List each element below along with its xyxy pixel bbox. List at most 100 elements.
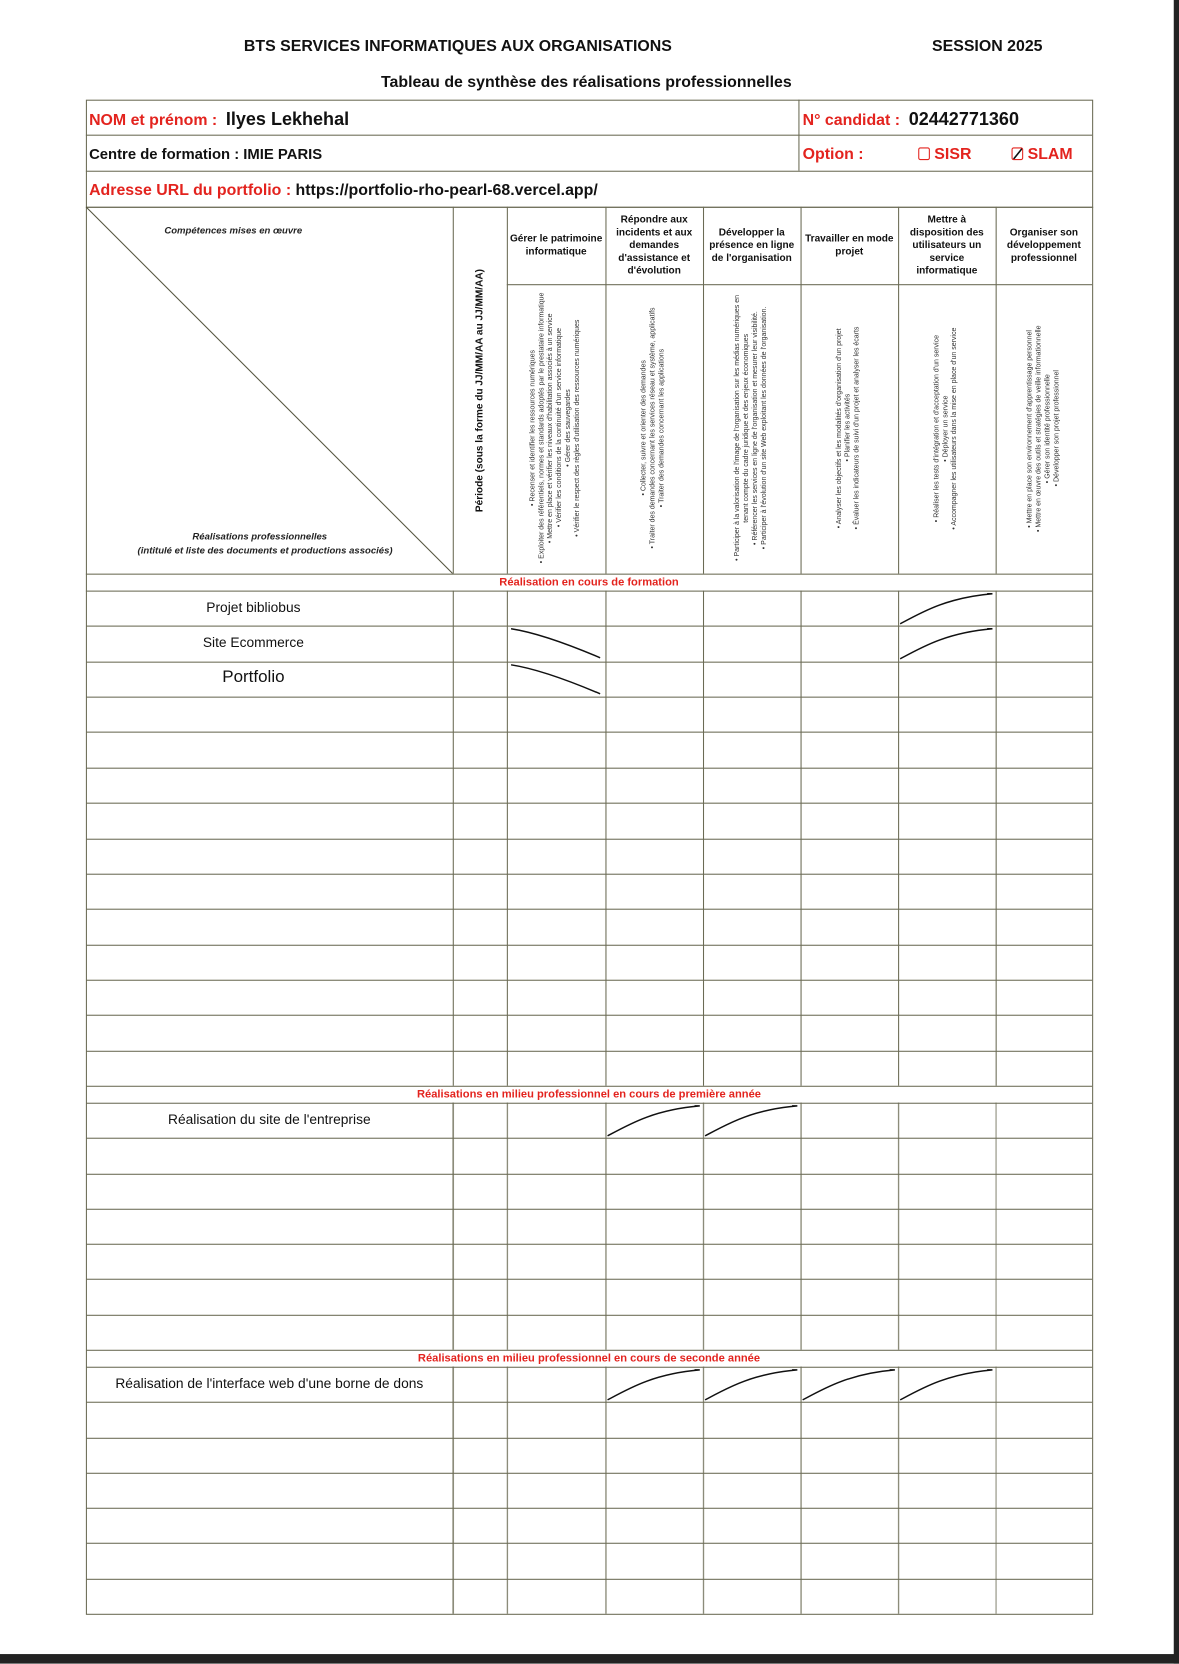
- row-divider: [85, 838, 1093, 840]
- table-row[interactable]: [86, 1402, 1092, 1437]
- column-divider: [702, 1102, 705, 1350]
- check-mark[interactable]: [703, 1367, 801, 1402]
- table-row[interactable]: [86, 1173, 1092, 1208]
- diag-top-label: Compétences mises en œuvre: [164, 224, 303, 236]
- row-title[interactable]: Réalisation du site de l'entreprise: [168, 1111, 371, 1128]
- candidate-number-field: N° candidat : 02442771360: [803, 109, 1019, 130]
- row-divider: [85, 1279, 1093, 1281]
- competence-description: • Réaliser les tests d'intégration et d'…: [898, 286, 996, 570]
- row-title[interactable]: Projet bibliobus: [206, 599, 301, 615]
- table-row[interactable]: [86, 1279, 1092, 1314]
- check-mark[interactable]: [605, 1103, 703, 1138]
- competence-items: • Mettre en place son environnement d'ap…: [1026, 325, 1062, 531]
- row-divider: [85, 1402, 1093, 1404]
- table-row[interactable]: [86, 1314, 1092, 1349]
- competence-item: • Évaluer les indicateurs de suivi d'un …: [853, 326, 862, 530]
- competence-description: • Recenser et identifier les ressources …: [507, 286, 606, 570]
- check-mark[interactable]: [898, 591, 996, 626]
- table-row[interactable]: [86, 1543, 1092, 1578]
- check-mark[interactable]: [507, 661, 606, 696]
- table-row[interactable]: [86, 1578, 1092, 1613]
- competence-item: • Développer son projet professionnel: [1052, 370, 1061, 487]
- column-divider: [605, 1102, 607, 1350]
- check-mark[interactable]: [1092, 591, 1179, 626]
- column-divider: [452, 1366, 454, 1614]
- scan-edge: [0, 1654, 1179, 1664]
- row-title[interactable]: Réalisation de l'interface web d'une bor…: [115, 1375, 424, 1392]
- check-stroke: [704, 1105, 798, 1137]
- competence-description: • Mettre en place son environnement d'ap…: [996, 286, 1092, 570]
- table-row[interactable]: [86, 1050, 1092, 1085]
- table-row[interactable]: [86, 1508, 1092, 1543]
- check-stroke: [607, 1105, 700, 1137]
- section-label: Réalisation en cours de formation: [499, 575, 679, 589]
- check-mark[interactable]: [703, 1103, 801, 1138]
- table-row[interactable]: [86, 1437, 1092, 1472]
- row-divider: [85, 1050, 1093, 1052]
- row-divider: [85, 1472, 1093, 1474]
- column-divider: [995, 1102, 997, 1350]
- option-label: Option :: [802, 145, 864, 164]
- table-row[interactable]: [86, 874, 1092, 909]
- table-row[interactable]: [86, 838, 1092, 873]
- competence-item: • Accompagner les utilisateurs dans la m…: [951, 327, 959, 530]
- number-label: N° candidat :: [802, 111, 901, 130]
- table-row[interactable]: [86, 1015, 1092, 1050]
- url-value[interactable]: https://portfolio-rho-pearl-68.vercel.ap…: [295, 181, 598, 200]
- row-divider: [85, 767, 1093, 769]
- competence-item: • Référencer les services en ligne de l'…: [751, 311, 760, 546]
- table-row[interactable]: [86, 803, 1092, 838]
- table-row[interactable]: [86, 697, 1092, 732]
- section-divider: [85, 1102, 1093, 1104]
- check-mark[interactable]: [898, 1367, 996, 1402]
- row-divider: [85, 944, 1093, 946]
- row-divider: [85, 979, 1093, 981]
- document-subtitle: Tableau de synthèse des réalisations pro…: [380, 73, 792, 92]
- column-divider: [506, 1366, 508, 1614]
- row-title[interactable]: Site Ecommerce: [202, 634, 304, 651]
- table-row[interactable]: [86, 1244, 1092, 1279]
- section-divider: [85, 573, 1093, 575]
- table-border: [85, 206, 1094, 1615]
- column-divider: [452, 1102, 454, 1350]
- table-row[interactable]: [86, 909, 1092, 944]
- row-title[interactable]: Portfolio: [222, 667, 285, 686]
- check-stroke: [510, 663, 601, 695]
- portfolio-url-field: Adresse URL du portfolio : https://portf…: [89, 181, 598, 199]
- option-sisr[interactable]: SISR: [918, 145, 971, 163]
- table-row[interactable]: [86, 980, 1092, 1015]
- check-stroke: [607, 1369, 700, 1401]
- table-row[interactable]: [86, 1138, 1092, 1173]
- competence-item: • Gérer des sauvegardes: [565, 389, 573, 468]
- row-divider: [85, 732, 1093, 734]
- check-mark[interactable]: [507, 626, 606, 661]
- competence-header: Mettre à disposition des utilisateurs un…: [909, 214, 984, 277]
- table-row[interactable]: [86, 767, 1092, 802]
- table-row[interactable]: [86, 1209, 1092, 1244]
- section-label: Réalisations en milieu professionnel en …: [417, 1351, 761, 1365]
- table-row[interactable]: [86, 944, 1092, 979]
- competence-item: • Vérifier le respect des règles d'utili…: [573, 319, 582, 537]
- column-divider: [898, 1102, 900, 1350]
- row-divider: [85, 1173, 1093, 1175]
- row-divider: [85, 1243, 1093, 1245]
- column-divider: [898, 1366, 900, 1614]
- section-divider: [85, 1085, 1093, 1087]
- competence-item: • Recenser et identifier les ressources …: [529, 350, 537, 507]
- competence-items: • Analyser les objectifs et les modalité…: [836, 327, 863, 530]
- candidate-name-field: NOM et prénom : Ilyes Lekhehal: [89, 109, 349, 130]
- column-divider: [800, 206, 802, 574]
- check-mark[interactable]: [801, 1367, 899, 1402]
- check-stroke: [802, 1369, 895, 1401]
- row-divider: [85, 873, 1093, 875]
- table-row[interactable]: [86, 732, 1092, 767]
- table-row[interactable]: [86, 1473, 1092, 1508]
- check-mark[interactable]: [1092, 661, 1179, 696]
- check-mark[interactable]: [605, 1367, 703, 1402]
- option-slam[interactable]: SLAM: [1011, 145, 1073, 163]
- competence-item: • Mettre en œuvre des outils et stratégi…: [1034, 325, 1043, 532]
- row-divider: [85, 908, 1093, 910]
- column-divider: [452, 206, 454, 574]
- check-mark[interactable]: [898, 626, 996, 661]
